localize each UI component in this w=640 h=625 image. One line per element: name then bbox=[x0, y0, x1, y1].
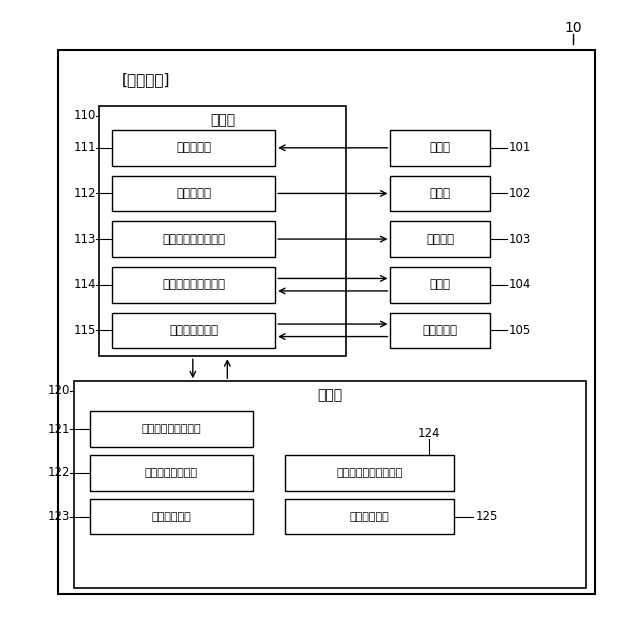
Text: 122: 122 bbox=[48, 466, 70, 479]
Text: 中央制御プログラム: 中央制御プログラム bbox=[141, 424, 201, 434]
Text: [中央装置]: [中央装置] bbox=[122, 72, 170, 87]
Text: 115: 115 bbox=[74, 324, 96, 337]
Bar bbox=[390, 312, 490, 348]
Text: 102: 102 bbox=[509, 187, 531, 200]
Bar bbox=[90, 499, 253, 534]
Text: 進路構成部: 進路構成部 bbox=[176, 141, 211, 154]
Text: 103: 103 bbox=[509, 232, 531, 246]
Bar bbox=[112, 130, 275, 166]
Text: 114: 114 bbox=[74, 278, 96, 291]
Text: 105: 105 bbox=[509, 324, 531, 337]
Text: 記憶部: 記憶部 bbox=[317, 388, 342, 402]
Text: 処理部: 処理部 bbox=[210, 113, 235, 127]
Bar bbox=[390, 176, 490, 211]
Text: 112: 112 bbox=[74, 187, 96, 200]
Bar bbox=[390, 130, 490, 166]
Text: 124: 124 bbox=[417, 427, 440, 439]
Text: 警報開始時刻算出部: 警報開始時刻算出部 bbox=[162, 232, 225, 246]
Text: 10: 10 bbox=[564, 21, 582, 35]
Text: 120: 120 bbox=[48, 384, 70, 397]
Text: 踏切設置位置情報: 踏切設置位置情報 bbox=[145, 468, 198, 478]
Text: 時計部: 時計部 bbox=[429, 278, 451, 291]
Text: 列車位置情報: 列車位置情報 bbox=[349, 511, 390, 521]
Text: 音出力部: 音出力部 bbox=[426, 232, 454, 246]
Text: 121: 121 bbox=[48, 422, 70, 436]
Bar bbox=[58, 50, 595, 594]
Bar bbox=[112, 267, 275, 302]
Bar bbox=[390, 267, 490, 302]
Bar bbox=[112, 221, 275, 257]
Bar bbox=[90, 455, 253, 491]
Bar bbox=[112, 312, 275, 348]
Text: 104: 104 bbox=[509, 278, 531, 291]
Bar bbox=[90, 411, 253, 447]
Bar bbox=[285, 499, 454, 534]
Bar bbox=[99, 106, 346, 356]
Bar bbox=[285, 455, 454, 491]
Bar bbox=[390, 221, 490, 257]
Text: 101: 101 bbox=[509, 141, 531, 154]
Text: 110: 110 bbox=[74, 109, 96, 122]
Text: 111: 111 bbox=[74, 141, 96, 154]
Text: 警報終了通知部: 警報終了通知部 bbox=[169, 324, 218, 337]
Text: 操作部: 操作部 bbox=[429, 141, 451, 154]
Text: 表示部: 表示部 bbox=[429, 187, 451, 200]
Text: 113: 113 bbox=[74, 232, 96, 246]
Text: 進入許可部: 進入許可部 bbox=[176, 187, 211, 200]
Text: 125: 125 bbox=[476, 510, 498, 523]
Text: 警報開始時刻設定情報: 警報開始時刻設定情報 bbox=[337, 468, 403, 478]
Text: 警報開始時刻通知部: 警報開始時刻通知部 bbox=[162, 278, 225, 291]
Bar bbox=[74, 381, 586, 588]
Text: 列車諸元情報: 列車諸元情報 bbox=[151, 511, 191, 521]
Text: 123: 123 bbox=[48, 510, 70, 523]
Bar bbox=[112, 176, 275, 211]
Text: 無線通信部: 無線通信部 bbox=[422, 324, 458, 337]
